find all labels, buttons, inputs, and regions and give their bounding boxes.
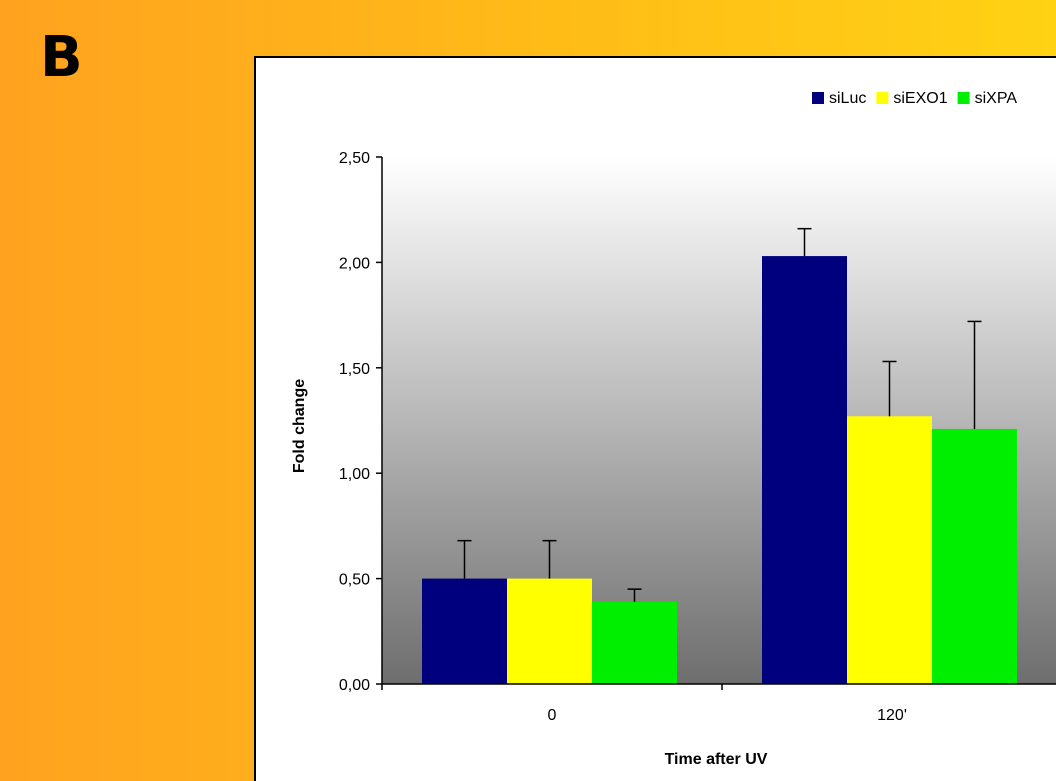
legend-label-siLuc: siLuc bbox=[829, 90, 866, 107]
y-tick-label-2: 1,00 bbox=[339, 466, 370, 483]
legend-swatch-siLuc bbox=[812, 92, 824, 104]
legend-swatch-siXPA bbox=[957, 92, 970, 104]
axes-layer bbox=[376, 156, 1056, 690]
legend-swatch-siEXO1 bbox=[876, 92, 889, 104]
bar-siEXO1-0 bbox=[507, 578, 592, 684]
bar-siLuc-1 bbox=[762, 256, 847, 684]
bar-siEXO1-1 bbox=[847, 416, 932, 684]
bar-chart: 0 120' 0,00 0,50 1,00 1,50 2,00 2,50 siLuc siEXO… bbox=[291, 90, 1056, 768]
error-bars-layer bbox=[457, 227, 982, 602]
y-tick-label-4: 2,00 bbox=[339, 255, 370, 272]
y-tick-label-5: 2,50 bbox=[339, 150, 370, 167]
bar-siXPA-1 bbox=[932, 428, 1017, 684]
bar-siXPA-0 bbox=[592, 601, 677, 684]
y-tick-label-1: 0,50 bbox=[339, 572, 370, 589]
y-tick-label-0: 0,00 bbox=[339, 677, 370, 694]
legend: siLuc siEXO1 siXPA bbox=[812, 90, 1017, 107]
x-axis-title: Time after UV bbox=[665, 751, 768, 768]
y-axis-title: Fold change bbox=[291, 379, 308, 473]
x-tick-label-1: 120' bbox=[877, 707, 907, 724]
y-tick-label-3: 1,50 bbox=[339, 361, 370, 378]
labels-layer: 0 120' 0,00 0,50 1,00 1,50 2,00 2,50 bbox=[339, 150, 907, 724]
bars-layer bbox=[422, 256, 1017, 684]
legend-label-siEXO1: siEXO1 bbox=[893, 90, 947, 107]
bar-siLuc-0 bbox=[422, 578, 507, 684]
legend-label-siXPA: siXPA bbox=[975, 90, 1018, 107]
x-tick-label-0: 0 bbox=[548, 707, 557, 724]
panel-label: B bbox=[40, 25, 83, 90]
chart-frame: 0 120' 0,00 0,50 1,00 1,50 2,00 2,50 siLuc siEXO… bbox=[254, 56, 1056, 781]
